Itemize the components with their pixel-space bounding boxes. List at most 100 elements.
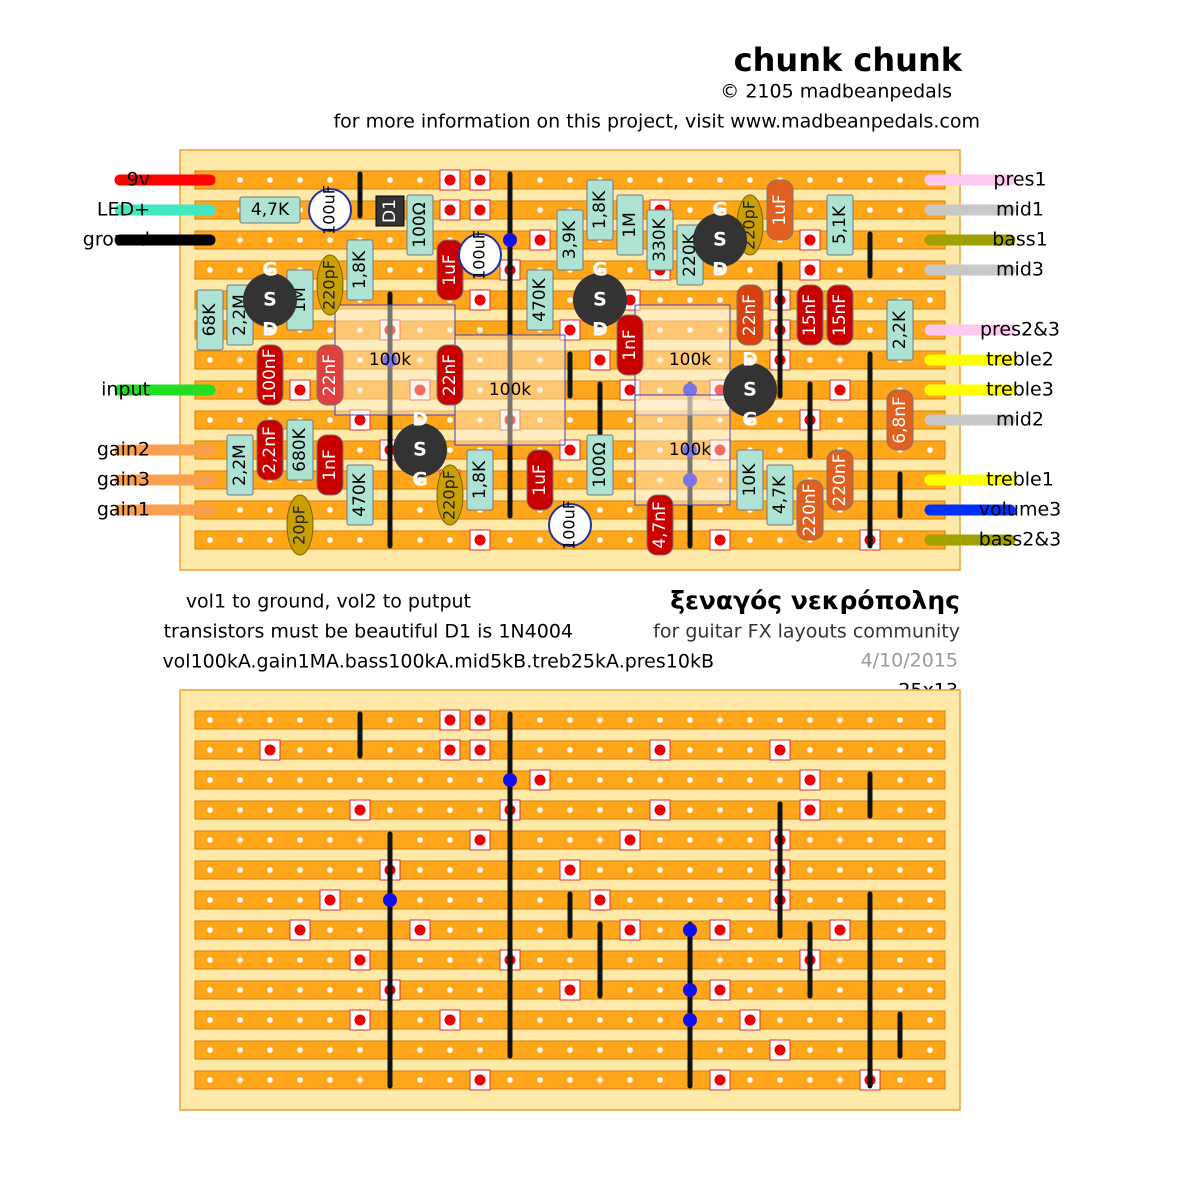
hole xyxy=(417,357,423,363)
resistor xyxy=(286,419,314,481)
hole xyxy=(687,327,693,333)
hole xyxy=(447,867,453,873)
resistor xyxy=(646,209,674,271)
hole xyxy=(327,1077,333,1083)
hole xyxy=(687,867,693,873)
cut-dot xyxy=(744,1014,756,1026)
hole xyxy=(897,807,903,813)
cut-dot xyxy=(714,1074,726,1086)
ceramic-cap xyxy=(286,494,314,556)
hole xyxy=(747,717,753,723)
hole xyxy=(597,867,603,873)
hole xyxy=(897,747,903,753)
cut-dot xyxy=(564,324,576,336)
hole xyxy=(777,417,783,423)
wire-label: mid3 xyxy=(996,259,1044,281)
hole xyxy=(657,477,663,483)
resistor xyxy=(406,194,434,256)
hole xyxy=(237,867,243,873)
hole xyxy=(657,1077,663,1083)
hole xyxy=(567,717,573,723)
hole xyxy=(627,957,633,963)
wire-label: mid1 xyxy=(996,199,1044,221)
hole xyxy=(837,1017,843,1023)
hole xyxy=(867,717,873,723)
hole xyxy=(387,237,393,243)
resistor xyxy=(616,194,644,256)
transistor xyxy=(243,273,297,327)
hole xyxy=(927,867,933,873)
wire-label: pres1 xyxy=(993,169,1046,191)
film-cap xyxy=(316,434,344,496)
hole xyxy=(777,537,783,543)
hole xyxy=(537,357,543,363)
hole xyxy=(537,537,543,543)
hole xyxy=(207,357,213,363)
wire-label: treble3 xyxy=(986,379,1054,401)
film-cap xyxy=(886,389,914,451)
hole xyxy=(297,1047,303,1053)
hole xyxy=(267,507,273,513)
junction xyxy=(683,1013,697,1027)
hole xyxy=(927,957,933,963)
cut-dot xyxy=(624,384,636,396)
hole xyxy=(627,1047,633,1053)
cut-dot xyxy=(294,924,306,936)
hole xyxy=(897,837,903,843)
junction xyxy=(383,353,397,367)
hole xyxy=(627,537,633,543)
trimmer-body xyxy=(634,394,731,506)
hole xyxy=(567,417,573,423)
hole xyxy=(597,327,603,333)
hole xyxy=(267,327,273,333)
hole xyxy=(627,177,633,183)
cut-dot xyxy=(804,264,816,276)
cut-dot xyxy=(444,714,456,726)
electrolytic xyxy=(548,503,592,547)
hole xyxy=(417,837,423,843)
hole xyxy=(357,387,363,393)
hole xyxy=(627,777,633,783)
component-label: 2,2K xyxy=(890,310,910,349)
hole xyxy=(477,987,483,993)
cut-dot xyxy=(804,774,816,786)
cut-dot xyxy=(564,984,576,996)
component-label: 1nF xyxy=(320,449,340,480)
hole xyxy=(627,747,633,753)
cut-dot xyxy=(714,534,726,546)
hole xyxy=(747,927,753,933)
trimmer-body xyxy=(334,304,456,416)
cut-dot xyxy=(474,714,486,726)
hole xyxy=(747,957,753,963)
hole xyxy=(687,807,693,813)
hole xyxy=(597,507,603,513)
hole xyxy=(567,177,573,183)
hole xyxy=(807,177,813,183)
hole xyxy=(357,357,363,363)
hole xyxy=(567,777,573,783)
hole xyxy=(447,777,453,783)
cut-dot xyxy=(264,744,276,756)
hole xyxy=(327,537,333,543)
cut-dot xyxy=(474,534,486,546)
hole xyxy=(807,1077,813,1083)
hole xyxy=(567,1017,573,1023)
component-label: 15nF xyxy=(800,294,820,336)
hole xyxy=(687,177,693,183)
hole xyxy=(867,297,873,303)
component-label: 100Ω xyxy=(410,202,430,247)
hole xyxy=(237,507,243,513)
cut-dot xyxy=(444,744,456,756)
hole xyxy=(207,537,213,543)
wire-label: treble2 xyxy=(986,349,1054,371)
hole xyxy=(447,1077,453,1083)
component-label: 68K xyxy=(200,303,220,337)
hole xyxy=(447,327,453,333)
hole xyxy=(207,417,213,423)
hole xyxy=(237,1077,243,1083)
hole xyxy=(747,177,753,183)
hole xyxy=(477,387,483,393)
component-label: 1,8K xyxy=(470,460,490,499)
component-label: 100k xyxy=(669,350,711,370)
hole xyxy=(837,177,843,183)
